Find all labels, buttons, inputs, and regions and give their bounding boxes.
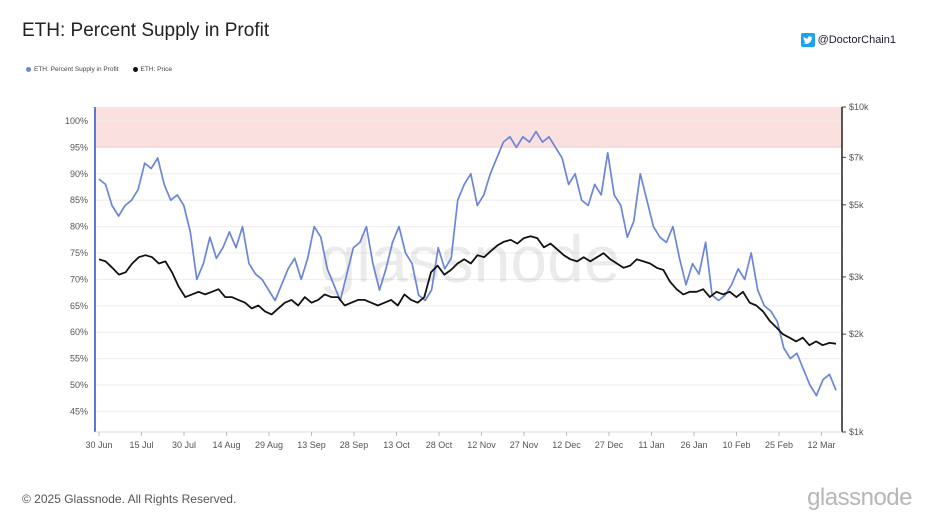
y-left-tick-label: 60% [70, 327, 88, 337]
y-left-tick-label: 45% [70, 406, 88, 416]
glassnode-logo: glassnode [807, 484, 912, 511]
x-tick-label: 12 Mar [807, 440, 835, 450]
y-right-tick-label: $1k [849, 427, 864, 437]
y-left-tick-label: 85% [70, 195, 88, 205]
twitter-handle[interactable]: @DoctorChain1 [800, 33, 896, 47]
y-left-tick-label: 50% [70, 380, 88, 390]
x-tick-label: 29 Aug [255, 440, 283, 450]
series-supply-in-profit [98, 130, 837, 397]
x-tick-label: 14 Aug [212, 440, 240, 450]
y-right-tick-label: $7k [849, 152, 864, 162]
y-right-tick-label: $10k [849, 102, 869, 112]
y-right-tick-label: $5k [849, 200, 864, 210]
y-left-tick-label: 90% [70, 169, 88, 179]
chart-legend: ETH: Percent Supply in Profit ETH: Price [26, 66, 172, 73]
legend-label: ETH: Price [140, 66, 172, 73]
x-tick-label: 11 Jan [638, 440, 664, 450]
x-tick-label: 27 Nov [510, 440, 539, 450]
legend-dot-icon [132, 67, 138, 72]
x-tick-label: 26 Jan [680, 440, 707, 450]
y-left-tick-label: 95% [70, 142, 88, 152]
x-tick-label: 30 Jun [85, 440, 112, 450]
x-tick-label: 13 Oct [383, 440, 410, 450]
profit-band [95, 107, 842, 148]
x-tick-label: 27 Dec [595, 440, 624, 450]
x-tick-label: 28 Oct [426, 440, 453, 450]
x-tick-label: 13 Sep [297, 440, 326, 450]
page-title: ETH: Percent Supply in Profit [22, 20, 270, 41]
y-left-tick-label: 65% [70, 301, 88, 311]
x-tick-label: 30 Jul [172, 440, 196, 450]
y-left-tick-label: 55% [70, 354, 88, 364]
x-tick-label: 28 Sep [340, 440, 369, 450]
y-right-tick-label: $2k [849, 329, 864, 339]
legend-label: ETH: Percent Supply in Profit [34, 66, 119, 73]
x-tick-label: 12 Dec [552, 440, 581, 450]
y-left-tick-label: 100% [65, 116, 88, 126]
twitter-icon [800, 33, 815, 47]
legend-item-supply[interactable]: ETH: Percent Supply in Profit [26, 66, 119, 73]
x-tick-label: 12 Nov [467, 440, 496, 450]
y-left-tick-label: 75% [70, 248, 88, 258]
watermark: glassnode [320, 222, 621, 296]
legend-item-price[interactable]: ETH: Price [132, 66, 172, 73]
x-tick-label: 25 Feb [765, 440, 793, 450]
x-tick-label: 15 Jul [129, 440, 153, 450]
twitter-handle-label: @DoctorChain1 [817, 34, 896, 46]
copyright-text: © 2025 Glassnode. All Rights Reserved. [22, 492, 237, 506]
y-left-tick-label: 70% [70, 274, 88, 284]
legend-dot-icon [26, 67, 31, 72]
series-eth-price [98, 235, 837, 347]
x-tick-label: 10 Feb [722, 440, 750, 450]
y-left-tick-label: 80% [70, 222, 88, 232]
y-right-tick-label: $3k [849, 272, 864, 282]
